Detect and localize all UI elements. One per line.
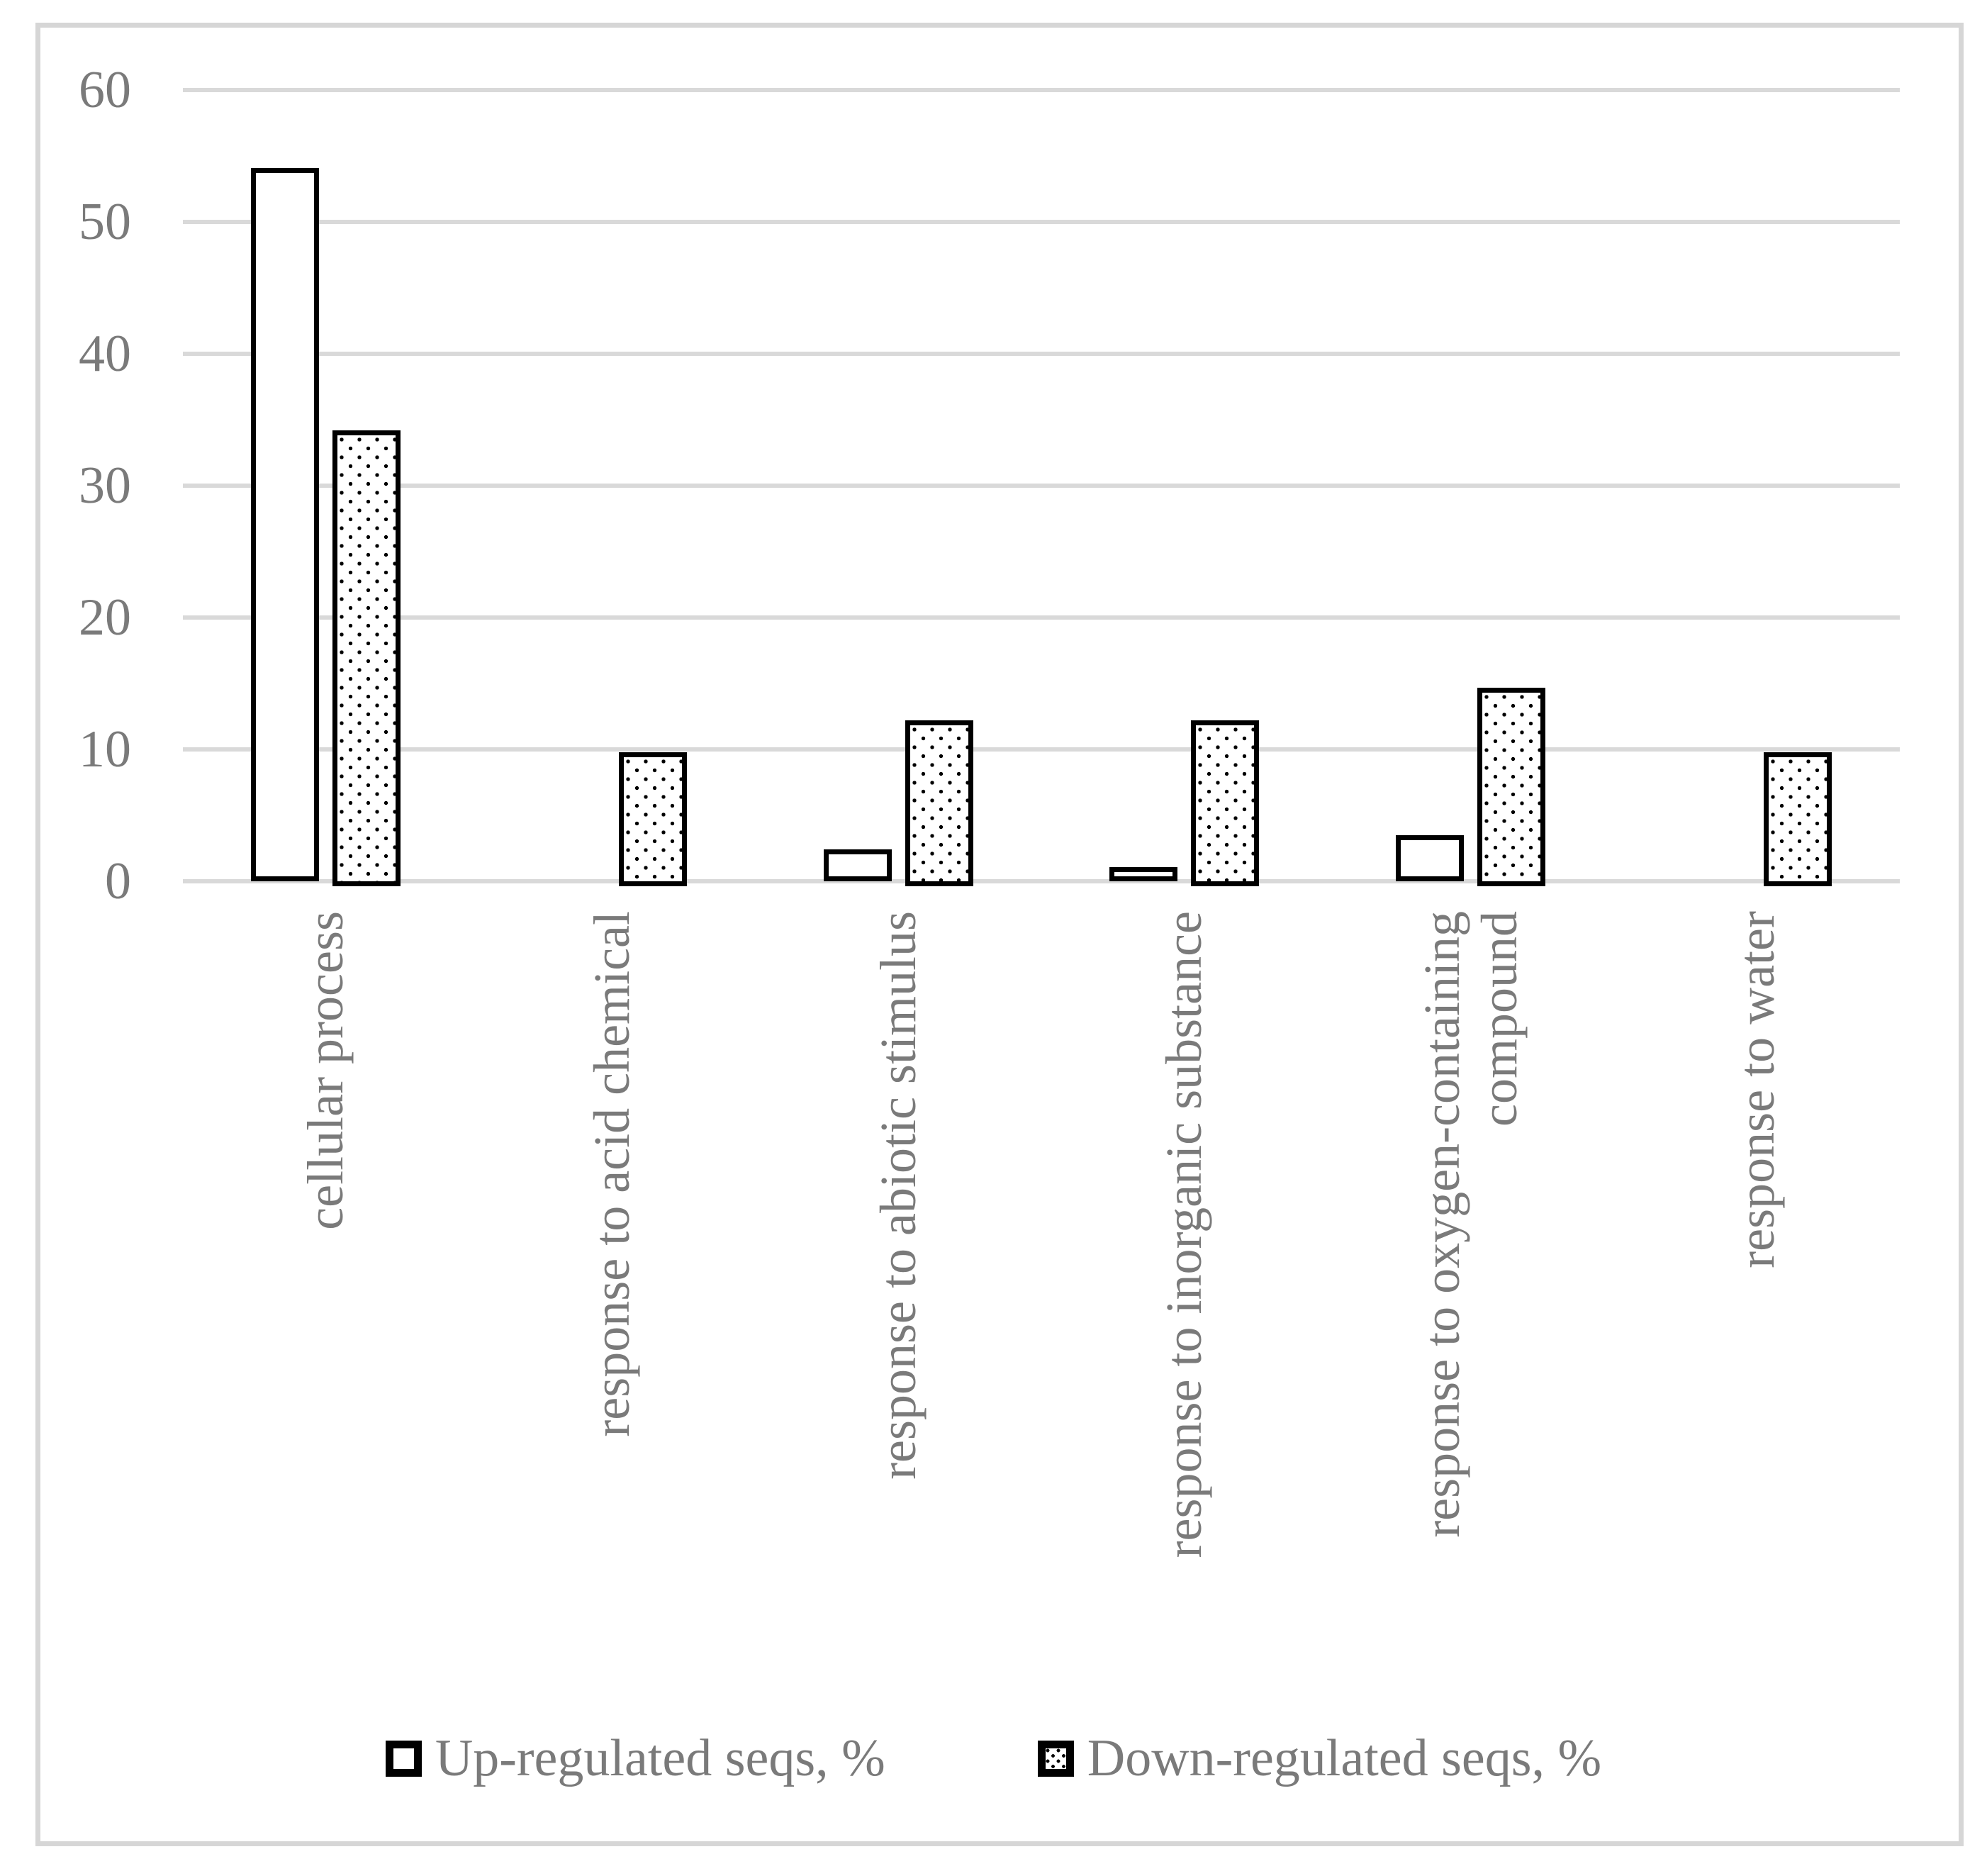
bar-up-regulated <box>1396 835 1464 881</box>
legend-swatch-up-regulated <box>385 1740 422 1777</box>
category-label: response to oxygen-containing compound <box>1414 911 1528 1538</box>
legend-swatch-down-regulated <box>1037 1740 1074 1777</box>
gridline <box>183 747 1900 752</box>
gridline <box>183 484 1900 488</box>
category-label: response to abiotic stimulus <box>869 911 927 1480</box>
bar-down-regulated <box>1764 752 1832 886</box>
y-tick-label: 30 <box>79 457 131 515</box>
legend-item-up-regulated: Up-regulated seqs, % <box>385 1729 885 1789</box>
bar-down-regulated <box>619 752 687 886</box>
chart-border <box>35 23 1964 1846</box>
bar-down-regulated <box>1191 720 1259 886</box>
y-tick-label: 20 <box>79 588 131 647</box>
y-tick-label: 60 <box>79 61 131 119</box>
y-tick-label: 10 <box>79 720 131 778</box>
y-tick-label: 40 <box>79 325 131 383</box>
category-label: response to acid chemical <box>583 911 640 1437</box>
bar-down-regulated <box>1477 688 1545 886</box>
bar-up-regulated <box>1109 867 1177 881</box>
category-label: response to inorganic substance <box>1155 911 1213 1558</box>
gridline <box>183 352 1900 356</box>
bar-down-regulated <box>332 430 401 886</box>
legend-item-down-regulated: Down-regulated seqs, % <box>1037 1729 1602 1789</box>
y-tick-label: 50 <box>79 193 131 251</box>
legend: Up-regulated seqs, % Down-regulated seqs… <box>0 1716 1987 1801</box>
category-label: response to water <box>1728 911 1785 1268</box>
bar-up-regulated <box>824 849 892 881</box>
category-label: cellular process <box>297 911 354 1230</box>
gridline <box>183 879 1900 883</box>
legend-label-down-regulated: Down-regulated seqs, % <box>1087 1729 1602 1787</box>
y-tick-label: 0 <box>105 852 131 910</box>
gridline <box>183 615 1900 620</box>
bar-up-regulated <box>251 168 319 881</box>
gridline <box>183 88 1900 92</box>
gridline <box>183 220 1900 224</box>
bar-down-regulated <box>905 720 973 886</box>
legend-label-up-regulated: Up-regulated seqs, % <box>435 1729 885 1787</box>
